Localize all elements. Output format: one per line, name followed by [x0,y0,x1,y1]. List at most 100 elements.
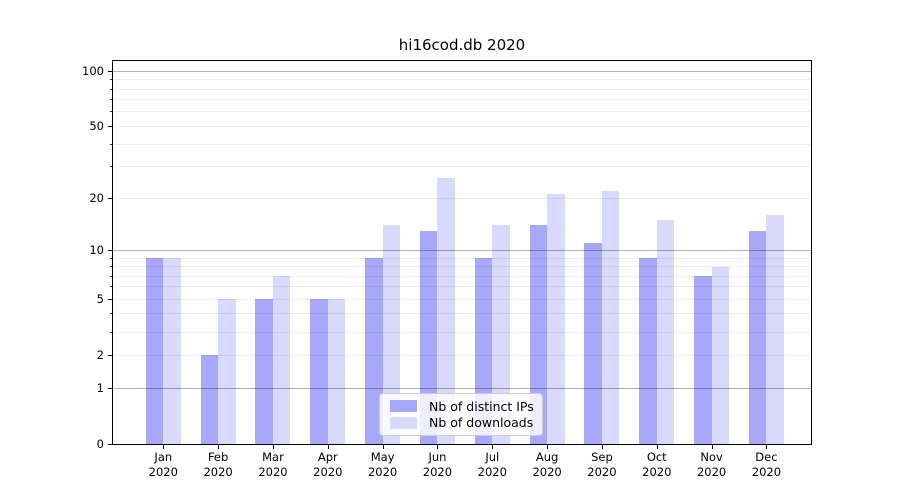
y-tick-5 [108,298,112,300]
y-tick-label-50: 50 [89,118,104,133]
y-tick-minor-80 [110,88,112,90]
y-tick-1 [108,387,112,389]
y-tick-0 [108,443,112,445]
gridline-major-1 [113,387,811,389]
y-tick-minor-60 [110,111,112,113]
bar-jan-downloads [163,258,181,444]
gridline-minor-5 [113,298,811,300]
legend-row-distinct-ips: Nb of distinct IPs [390,398,534,414]
y-tick-minor-40 [110,143,112,145]
y-tick-label-20: 20 [89,190,104,205]
legend-row-downloads: Nb of downloads [390,415,534,431]
gridline-minor-60 [113,111,811,113]
y-tick-label-0: 0 [96,436,104,451]
gridline-minor-50 [113,125,811,127]
x-label-month: Sep [591,450,613,464]
bar-dec-distinct-ips [748,230,767,444]
bar-feb-downloads [218,299,236,444]
bar-may-downloads [382,225,401,444]
gridline-minor-40 [113,143,811,145]
gridline-minor-30 [113,166,811,168]
bar-apr-downloads [327,299,346,444]
y-tick-minor-4 [110,313,112,315]
x-label-year: 2020 [642,465,672,479]
x-tick-label-mar: Mar 2020 [245,450,301,480]
legend-label-downloads: Nb of downloads [429,415,534,431]
y-tick-100 [108,70,112,72]
x-tick-label-aug: Aug 2020 [519,450,575,480]
x-label-year: 2020 [422,465,453,479]
gridline-minor-6 [113,286,811,288]
x-tick-label-apr: Apr 2020 [300,450,356,480]
x-tick-label-may: May 2020 [355,450,411,480]
x-tick-label-jan: Jan 2020 [135,450,191,480]
y-tick-minor-6 [110,286,112,288]
y-tick-label-10: 10 [89,242,104,257]
x-label-year: 2020 [532,465,562,479]
x-label-month: Jan [154,450,173,464]
bar-dec-downloads [766,215,784,444]
x-tick-jul [492,445,494,449]
bar-apr-distinct-ips [310,299,328,444]
x-label-month: Nov [700,450,723,464]
gridline-minor-2 [113,354,811,356]
x-tick-jun [437,445,439,449]
gridline-minor-9 [113,257,811,259]
gridline-minor-90 [113,79,811,81]
x-tick-dec [766,445,768,449]
bar-jan-distinct-ips [145,258,164,444]
x-label-month: Oct [646,450,667,464]
bar-aug-distinct-ips [529,225,548,444]
gridline-minor-8 [113,266,811,267]
y-tick-minor-7 [110,275,112,277]
gridline-minor-7 [113,275,811,277]
y-tick-minor-8 [110,266,112,267]
x-label-month: Aug [535,450,559,464]
x-label-year: 2020 [587,465,617,479]
x-tick-mar [272,445,274,449]
legend: Nb of distinct IPs Nb of downloads [379,393,543,436]
x-tick-label-jul: Jul 2020 [464,450,520,480]
x-label-year: 2020 [751,465,782,479]
bar-may-distinct-ips [365,258,383,444]
y-tick-minor-70 [110,99,112,101]
x-tick-oct [656,445,658,449]
bar-jul-downloads [492,225,510,444]
bar-aug-downloads [547,194,565,444]
x-label-year: 2020 [258,465,288,479]
legend-swatch-downloads [390,416,417,429]
x-tick-label-feb: Feb 2020 [190,450,246,480]
gridline-minor-70 [113,99,811,101]
y-tick-minor-90 [110,79,112,81]
x-tick-apr [327,445,329,449]
x-tick-label-jun: Jun 2020 [409,450,465,480]
x-label-year: 2020 [367,465,398,479]
y-tick-minor-30 [110,166,112,168]
bar-nov-distinct-ips [694,276,712,444]
plot-area: Nb of distinct IPs Nb of downloads [108,60,812,449]
bar-sep-downloads [601,190,620,444]
y-tick-50 [108,125,112,127]
bar-mar-distinct-ips [255,299,273,444]
x-tick-nov [711,445,713,449]
y-tick-label-100: 100 [82,63,104,78]
x-label-month: Feb [207,450,229,464]
bar-mar-downloads [272,276,291,444]
chart-title: hi16cod.db 2020 [398,36,526,54]
x-label-year: 2020 [696,465,727,479]
bar-sep-distinct-ips [584,243,602,444]
bar-jun-distinct-ips [419,230,438,444]
bar-nov-downloads [711,266,730,444]
bar-feb-distinct-ips [200,355,219,444]
y-tick-10 [108,249,112,251]
legend-label-distinct-ips: Nb of distinct IPs [429,398,534,414]
y-tick-2 [108,354,112,356]
y-tick-label-2: 2 [96,347,104,362]
x-tick-label-sep: Sep 2020 [574,450,630,480]
bar-jun-downloads [437,177,455,444]
y-tick-minor-3 [110,331,112,333]
gridline-major-10 [113,249,811,251]
x-label-month: Mar [262,450,284,464]
x-label-month: Jun [428,450,447,464]
